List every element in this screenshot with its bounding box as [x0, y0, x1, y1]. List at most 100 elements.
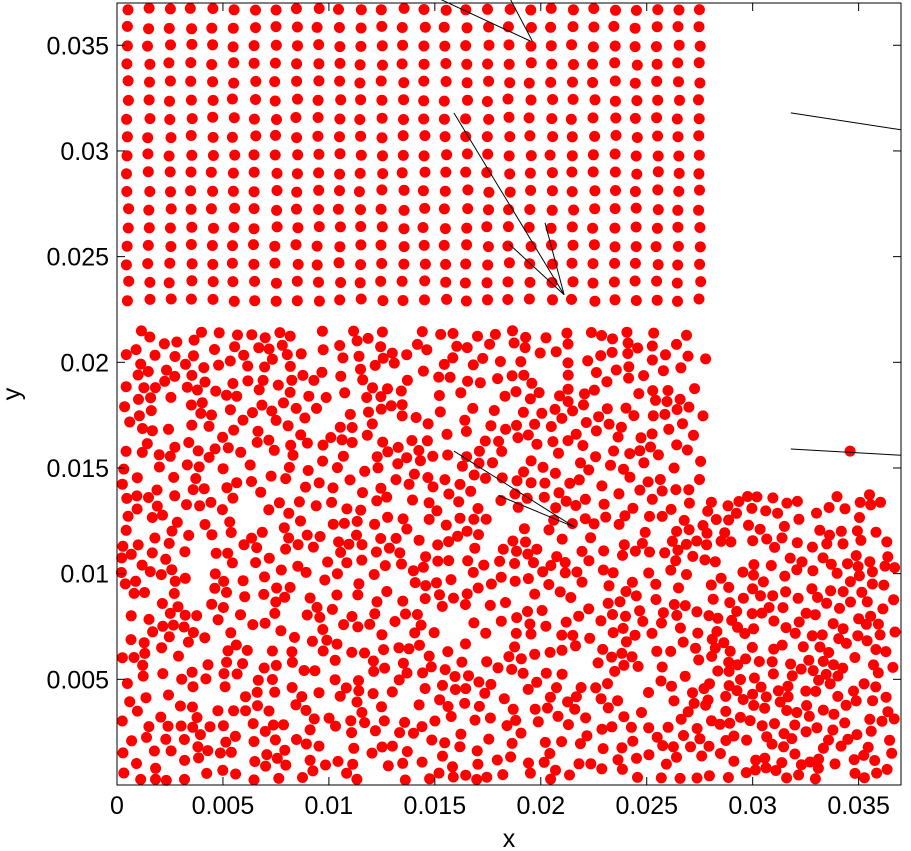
data-point: [188, 350, 199, 362]
data-point: [556, 644, 568, 656]
data-point: [461, 588, 473, 600]
data-point: [355, 259, 367, 271]
data-point: [813, 753, 825, 765]
data-point: [416, 756, 428, 768]
data-point: [225, 627, 237, 639]
data-point: [144, 331, 156, 343]
data-point: [209, 344, 220, 355]
data-point: [617, 622, 629, 634]
data-point: [511, 612, 523, 624]
data-point: [379, 560, 391, 572]
data-point: [419, 202, 431, 214]
data-point: [131, 490, 143, 502]
data-point: [448, 592, 459, 604]
data-point: [456, 460, 468, 472]
data-point: [646, 428, 658, 440]
data-point: [849, 652, 861, 663]
data-point: [248, 186, 260, 198]
data-point: [519, 342, 531, 354]
data-point: [128, 652, 140, 663]
data-point: [615, 421, 627, 433]
data-point: [354, 167, 366, 179]
data-point: [579, 513, 591, 525]
data-point: [392, 441, 404, 453]
data-point: [185, 203, 197, 215]
data-point: [651, 75, 663, 87]
data-point: [433, 371, 445, 383]
data-point: [253, 384, 265, 396]
data-point: [317, 344, 329, 356]
data-point: [339, 387, 351, 399]
data-point: [348, 742, 360, 754]
data-point: [248, 239, 259, 251]
data-point: [864, 556, 876, 568]
data-point: [341, 767, 353, 779]
data-point: [442, 646, 454, 658]
data-point: [207, 150, 219, 161]
data-point: [292, 560, 304, 572]
data-point: [750, 754, 762, 766]
data-point: [616, 742, 628, 754]
data-point: [377, 150, 388, 162]
data-point: [761, 533, 773, 545]
data-point: [351, 335, 363, 347]
data-point: [609, 257, 621, 269]
data-point: [650, 594, 662, 605]
data-point: [333, 257, 345, 269]
data-point: [650, 578, 662, 590]
data-point: [271, 221, 283, 233]
data-point: [804, 756, 816, 768]
data-point: [629, 629, 641, 641]
data-point: [854, 496, 866, 508]
data-point: [222, 645, 234, 657]
data-point: [785, 658, 797, 670]
data-point: [602, 702, 614, 714]
data-point: [627, 502, 639, 514]
data-point: [467, 402, 479, 414]
data-point: [163, 537, 175, 549]
data-point: [351, 529, 362, 541]
data-point: [607, 567, 619, 579]
data-point: [668, 695, 680, 707]
data-point: [488, 405, 500, 416]
data-point: [553, 487, 565, 499]
data-point: [442, 449, 454, 461]
data-point: [700, 353, 712, 365]
data-point: [447, 771, 459, 783]
data-point: [493, 435, 505, 447]
y-tick-label: 0.015: [46, 455, 109, 483]
data-point: [835, 525, 847, 537]
data-point: [824, 529, 835, 541]
data-point: [369, 518, 381, 530]
data-point: [286, 656, 298, 668]
data-point: [848, 754, 860, 766]
data-point: [491, 754, 503, 766]
data-point: [423, 497, 435, 509]
data-point: [386, 740, 398, 752]
data-point: [207, 94, 219, 106]
data-point: [503, 111, 515, 123]
data-point: [748, 569, 759, 581]
data-point: [797, 641, 809, 653]
data-point: [566, 293, 577, 305]
data-point: [484, 712, 496, 724]
data-point: [375, 275, 387, 287]
data-point: [445, 711, 457, 722]
data-point: [544, 691, 556, 703]
data-point: [678, 514, 690, 526]
x-tick-label: 0.015: [404, 792, 467, 820]
data-point: [340, 682, 352, 694]
data-point: [333, 3, 344, 15]
data-point: [209, 568, 221, 580]
data-point: [461, 22, 473, 34]
data-point: [601, 376, 613, 388]
data-point: [609, 294, 621, 306]
data-point: [845, 596, 856, 608]
data-point: [143, 613, 155, 625]
data-point: [271, 582, 283, 594]
data-point: [647, 385, 659, 397]
data-point: [271, 167, 283, 179]
data-point: [613, 518, 625, 530]
data-point: [781, 497, 793, 509]
data-point: [643, 749, 655, 761]
